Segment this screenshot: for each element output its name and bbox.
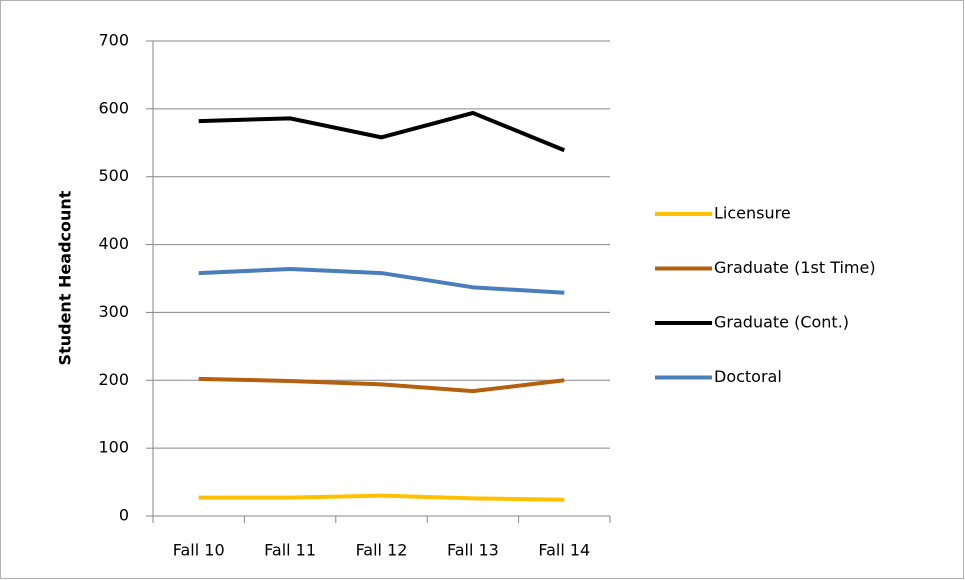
y-tick-label: 300 xyxy=(98,302,129,321)
y-tick-label: 700 xyxy=(98,31,129,50)
series-line xyxy=(198,267,565,295)
series-line xyxy=(198,376,565,394)
x-tick-label: Fall 12 xyxy=(356,541,408,560)
y-axis-label: Student Headcount xyxy=(56,190,75,365)
legend-label: Graduate (1st Time) xyxy=(714,258,876,277)
y-tick-label: 600 xyxy=(98,98,129,117)
series-line xyxy=(198,493,565,502)
legend-label: Graduate (Cont.) xyxy=(714,313,849,332)
x-tick-label: Fall 10 xyxy=(173,541,225,560)
series-line xyxy=(198,110,566,153)
y-tick-label: 400 xyxy=(98,234,129,253)
y-tick-label: 0 xyxy=(119,506,129,525)
legend-label: Doctoral xyxy=(714,367,782,386)
y-tick-label: 100 xyxy=(98,438,129,457)
y-tick-label: 200 xyxy=(98,370,129,389)
x-tick-label: Fall 14 xyxy=(538,541,590,560)
y-tick-label: 500 xyxy=(98,166,129,185)
legend-label: Licensure xyxy=(714,204,791,223)
x-tick-label: Fall 13 xyxy=(447,541,499,560)
x-tick-label: Fall 11 xyxy=(264,541,316,560)
